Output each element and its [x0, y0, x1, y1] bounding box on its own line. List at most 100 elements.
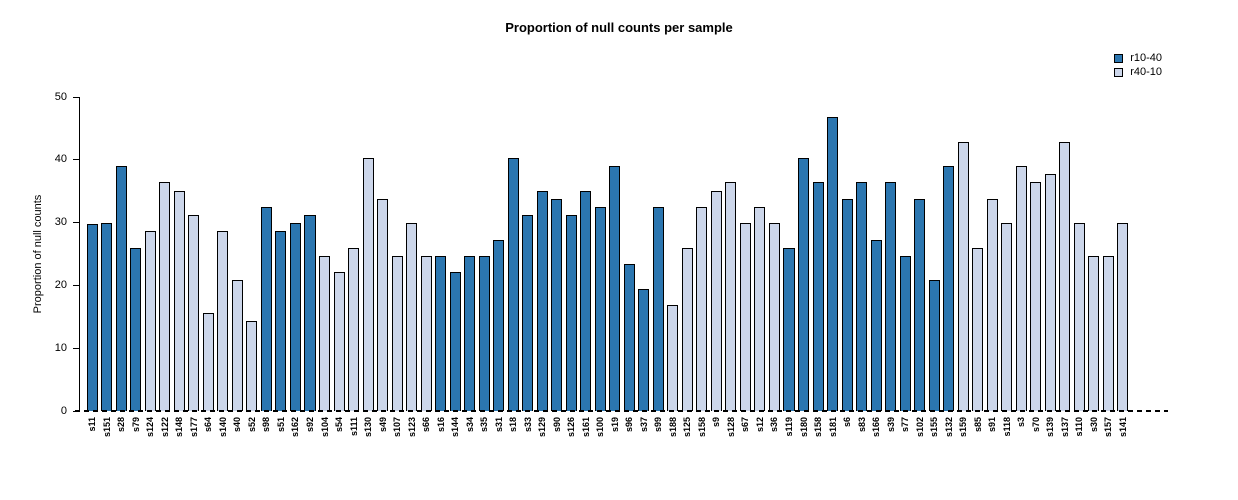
x-label-slot: s141: [1116, 417, 1131, 477]
bar-slot: [201, 97, 216, 411]
bar-slot: [999, 97, 1014, 411]
x-label-slot: s67: [738, 417, 753, 477]
x-label-s49: s49: [377, 417, 388, 433]
x-label-slot: s16: [433, 417, 448, 477]
bar-s98: [260, 206, 272, 411]
x-label-slot: s34: [462, 417, 477, 477]
bar-s166: [870, 239, 882, 411]
x-label-slot: s144: [448, 417, 463, 477]
bar-slot: [274, 97, 289, 411]
x-label-slot: s159: [956, 417, 971, 477]
x-label-s166: s166: [871, 417, 882, 438]
bar-slot: [1116, 97, 1131, 411]
x-label-s128: s128: [725, 417, 736, 438]
x-label-s122: s122: [159, 417, 170, 438]
x-label-slot: s90: [550, 417, 565, 477]
x-label-s162: s162: [290, 417, 301, 438]
bar-s181: [827, 117, 839, 411]
x-label-s36: s36: [769, 417, 780, 433]
x-label-s102: s102: [914, 417, 925, 438]
bar-s132: [943, 166, 955, 411]
x-label-s123: s123: [406, 417, 417, 438]
bar-s139: [1044, 174, 1056, 411]
y-tick-mark: [73, 96, 79, 98]
x-label-slot: s92: [303, 417, 318, 477]
x-label-s104: s104: [319, 417, 330, 438]
bar-s96: [623, 264, 635, 411]
bar-slot: [941, 97, 956, 411]
bar-slot: [303, 97, 318, 411]
x-label-slot: s12: [753, 417, 768, 477]
x-label-s126: s126: [566, 417, 577, 438]
x-label-slot: s77: [898, 417, 913, 477]
x-label-slot: s122: [158, 417, 173, 477]
x-label-slot: s102: [912, 417, 927, 477]
bar-slot: [709, 97, 724, 411]
x-label-slot: s128: [724, 417, 739, 477]
bar-slot: [317, 97, 332, 411]
bar-slot: [85, 97, 100, 411]
x-label-slot: s162: [288, 417, 303, 477]
x-label-s180: s180: [798, 417, 809, 438]
x-label-s31: s31: [493, 417, 504, 433]
bar-slot: [912, 97, 927, 411]
legend-item-r40-10: r40-10: [1114, 67, 1162, 78]
bar-slot: [172, 97, 187, 411]
x-label-s148: s148: [174, 417, 185, 438]
x-label-s12: s12: [754, 417, 765, 433]
bar-s118: [1001, 223, 1013, 411]
bar-s102: [914, 198, 926, 411]
x-label-slot: s157: [1101, 417, 1116, 477]
x-label-slot: s51: [274, 417, 289, 477]
bar-s155: [928, 280, 940, 411]
bar-slot: [375, 97, 390, 411]
bars-row: [85, 97, 1130, 411]
y-tick-label: 0: [60, 404, 67, 417]
bar-slot: [433, 97, 448, 411]
bar-s39: [885, 182, 897, 411]
x-label-s83: s83: [856, 417, 867, 433]
x-label-s51: s51: [275, 417, 286, 433]
x-label-s92: s92: [304, 417, 315, 433]
bar-slot: [883, 97, 898, 411]
y-tick-label: 10: [54, 341, 67, 354]
bar-slot: [462, 97, 477, 411]
x-label-s119: s119: [784, 417, 794, 437]
bar-slot: [985, 97, 1000, 411]
bar-slot: [1043, 97, 1058, 411]
bar-s6: [841, 198, 853, 411]
x-label-s33: s33: [522, 417, 533, 433]
x-label-slot: s188: [666, 417, 681, 477]
x-label-slot: s19: [608, 417, 623, 477]
x-label-slot: s37: [637, 417, 652, 477]
bar-s110: [1073, 223, 1085, 411]
x-label-slot: s96: [622, 417, 637, 477]
x-label-slot: s123: [404, 417, 419, 477]
x-label-s98: s98: [261, 417, 272, 433]
bar-slot: [448, 97, 463, 411]
bar-slot: [622, 97, 637, 411]
bar-s91: [986, 198, 998, 411]
bar-s119: [783, 247, 795, 411]
bar-slot: [637, 97, 652, 411]
x-label-s140: s140: [217, 417, 228, 438]
x-label-s158: s158: [696, 417, 707, 438]
x-label-s144: s144: [450, 417, 461, 438]
x-label-s188: s188: [667, 417, 678, 438]
bar-s100: [594, 206, 606, 411]
x-label-slot: s111: [346, 417, 361, 477]
bar-s128: [725, 182, 737, 411]
bar-s130: [362, 157, 374, 411]
bar-s77: [899, 255, 911, 411]
x-label-s161: s161: [580, 417, 591, 438]
bar-slot: [332, 97, 347, 411]
bar-slot: [811, 97, 826, 411]
x-label-slot: s130: [361, 417, 376, 477]
bar-s158: [812, 182, 824, 411]
x-label-slot: s110: [1072, 417, 1087, 477]
bar-s144: [449, 272, 461, 411]
x-label-slot: s158: [811, 417, 826, 477]
bar-s83: [856, 182, 868, 411]
bar-slot: [491, 97, 506, 411]
bar-s18: [507, 157, 519, 411]
